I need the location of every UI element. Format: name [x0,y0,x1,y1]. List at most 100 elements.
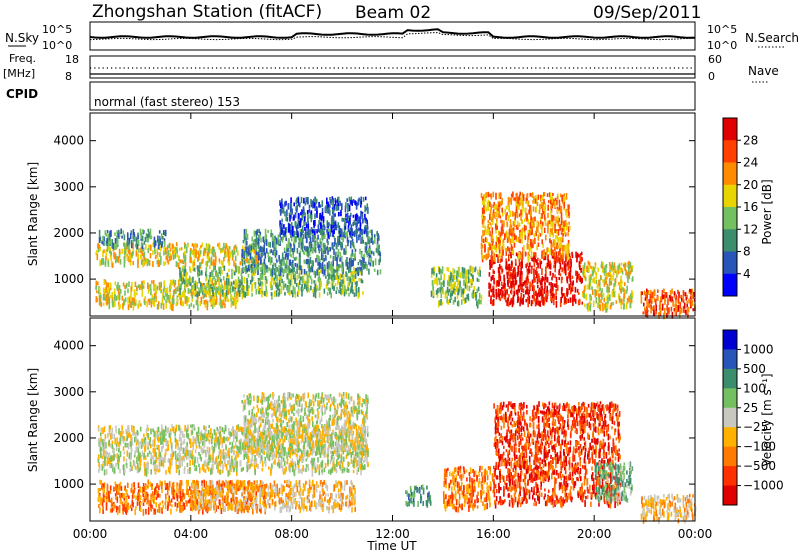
heatmap-cell [538,274,540,279]
heatmap-cell [441,270,443,274]
heatmap-cell [315,200,317,204]
heatmap-cell [576,259,578,263]
heatmap-cell [499,207,501,213]
heatmap-cell [626,286,628,291]
heatmap-cell [371,230,373,236]
heatmap-cell [331,282,333,287]
heatmap-cell [554,201,556,208]
heatmap-cell [287,265,289,270]
heatmap-cell [336,287,338,290]
heatmap-cell [444,274,446,281]
heatmap-cell [446,267,448,271]
heatmap-cell [303,234,305,239]
heatmap-cell [616,300,618,303]
heatmap-cell [161,446,163,452]
heatmap-cell [432,280,434,286]
heatmap-cell [671,297,673,302]
heatmap-cell [163,295,165,298]
heatmap-cell [463,280,465,286]
heatmap-cell [462,288,464,295]
heatmap-cell [116,296,118,301]
cpid-label: CPID [6,87,38,101]
heatmap-cell [303,198,305,204]
heatmap-cell [145,237,147,242]
heatmap-cell [318,245,320,251]
heatmap-cell [307,264,309,268]
heatmap-cell [491,246,493,251]
heatmap-cell [619,297,621,303]
heatmap-cell [351,260,353,267]
heatmap-cell [288,278,290,284]
heatmap-cell [601,288,603,292]
heatmap-cell [452,291,454,296]
heatmap-cell [450,272,452,279]
heatmap-cell [214,286,216,290]
heatmap-cell [297,223,299,229]
heatmap-cell [199,262,201,266]
colorbar-swatch [723,118,737,141]
heatmap-cell [566,288,568,292]
heatmap-cell [286,227,288,233]
heatmap-cell [199,467,201,473]
heatmap-cell [609,262,611,266]
heatmap-cell [269,242,271,248]
heatmap-cell [621,263,623,266]
heatmap-cell [278,234,280,240]
heatmap-cell [227,470,229,476]
heatmap-cell [565,245,567,250]
heatmap-cell [218,277,220,283]
heatmap-cell [99,260,101,266]
heatmap-cell [266,239,268,246]
heatmap-cell [513,197,515,200]
heatmap-cell [301,245,303,250]
heatmap-cell [623,264,625,267]
heatmap-cell [138,248,140,252]
heatmap-cell [527,255,529,261]
heatmap-cell [165,230,167,236]
heatmap-cell [554,274,556,278]
heatmap-cell [233,281,235,285]
heatmap-cell [224,285,226,289]
heatmap-cell [504,233,506,240]
heatmap-cell [556,231,558,234]
heatmap-cell [179,248,181,251]
heatmap-cell [139,286,141,290]
heatmap-cell [256,251,258,255]
heatmap-cell [692,300,694,307]
heatmap-cell [306,224,308,228]
heatmap-cell [328,287,330,291]
heatmap-cell [279,232,281,237]
heatmap-cell [209,265,211,269]
heatmap-cell [582,271,584,274]
heatmap-cell [564,264,566,270]
heatmap-cell [515,259,517,264]
heatmap-cell [106,302,108,306]
heatmap-cell [592,271,594,276]
heatmap-cell [204,289,206,293]
heatmap-cell [282,236,284,242]
heatmap-cell [97,254,99,260]
heatmap-cell [223,276,225,280]
heatmap-cell [203,285,205,289]
heatmap-cell [515,276,517,280]
heatmap-cell [584,262,586,269]
heatmap-cell [550,271,552,276]
heatmap-cell [436,273,438,277]
heatmap-cell [105,287,107,293]
heatmap-cell [561,277,563,284]
heatmap-cell [378,245,380,249]
heatmap-cell [690,300,692,306]
heatmap-cell [525,252,527,257]
heatmap-cell [476,289,478,294]
heatmap-cell [339,201,341,206]
heatmap-cell [150,289,152,295]
heatmap-cell [180,437,182,442]
heatmap-cell [295,222,297,228]
heatmap-cell [114,294,116,301]
heatmap-cell [280,202,282,208]
heatmap-cell [545,266,547,271]
heatmap-cell [265,461,267,467]
heatmap-cell [127,297,129,304]
heatmap-cell [102,259,104,262]
